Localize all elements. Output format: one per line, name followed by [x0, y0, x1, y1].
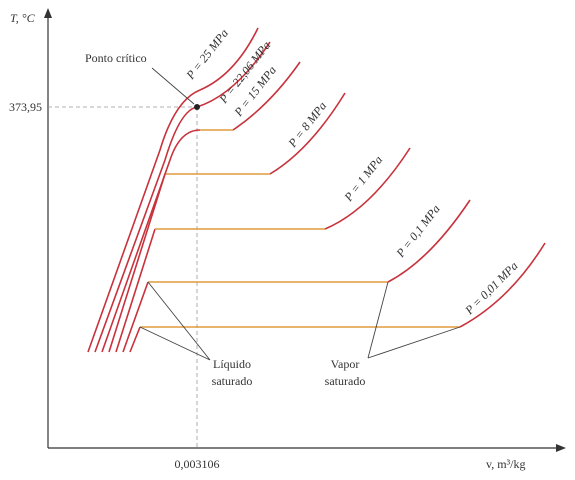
isobars	[87, 27, 546, 353]
y-axis-label: T, °C	[10, 11, 36, 25]
isobar	[94, 41, 271, 353]
axes	[44, 8, 566, 452]
isobar-label: P = 1 MPa	[341, 153, 386, 205]
y-arrow	[44, 8, 52, 18]
isobar	[122, 199, 471, 353]
saturated-liquid-label: saturado	[212, 374, 253, 388]
isobar	[129, 242, 546, 353]
saturated-vapor-label: saturado	[325, 374, 366, 388]
pointer	[151, 67, 195, 105]
isobar	[108, 92, 346, 353]
critical-volume: 0,003106	[175, 457, 220, 471]
saturated-vapor-label: Vapor	[331, 357, 360, 371]
saturated-liquid-label: Líquido	[213, 357, 251, 371]
isobar-label: P = 0,1 MPa	[393, 202, 443, 261]
critical-temperature: 373,95	[9, 100, 42, 114]
pointer	[367, 281, 461, 359]
critical-guides	[48, 106, 198, 448]
isobar	[115, 147, 411, 353]
x-arrow	[556, 444, 566, 452]
isobar	[87, 27, 259, 353]
pointer	[139, 281, 211, 361]
x-axis-label: v, m³/kg	[486, 457, 526, 471]
critical-point-label: Ponto crítico	[85, 51, 147, 65]
critical-point	[194, 104, 200, 110]
isobar-label: P = 0,01 MPa	[462, 259, 521, 318]
isobar	[101, 61, 301, 353]
